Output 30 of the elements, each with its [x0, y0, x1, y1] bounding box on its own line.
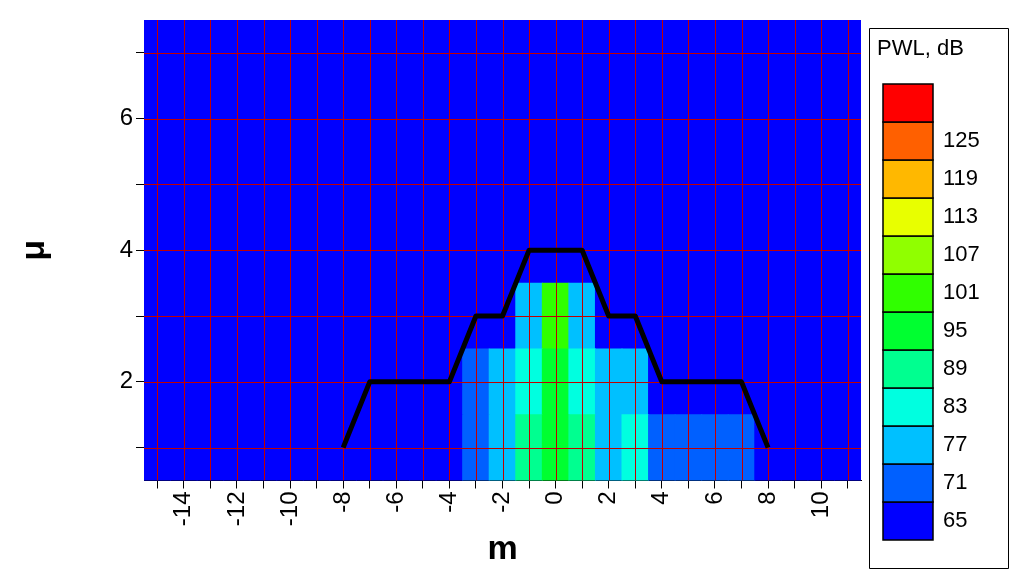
color-bar-label: 95 [943, 317, 968, 343]
x-tick-label: -4 [434, 491, 462, 513]
x-tick-label: -10 [274, 491, 302, 527]
color-bar-title: PWL, dB [877, 35, 964, 61]
color-bar-label: 125 [943, 127, 980, 153]
color-bar-label: 89 [943, 355, 968, 381]
x-tick-label: 4 [646, 491, 674, 505]
x-tick-label: 8 [752, 491, 780, 505]
color-bar-label: 107 [943, 241, 980, 267]
x-tick-label: -6 [380, 491, 408, 513]
color-bar-label: 119 [943, 165, 979, 191]
color-bar-label: 71 [943, 469, 968, 495]
x-tick-label: -14 [168, 491, 196, 527]
y-tick-label: 2 [119, 366, 133, 394]
color-bar-label: 83 [943, 393, 968, 419]
x-tick-label: -8 [327, 491, 355, 513]
color-bar-label: 77 [943, 431, 968, 457]
x-tick-label: 6 [699, 491, 727, 505]
x-axis-title: m [487, 527, 518, 566]
x-tick-label: -12 [221, 491, 249, 527]
x-tick-label: 0 [540, 491, 568, 505]
y-axis-title: μ [12, 239, 51, 261]
color-bar-label: 113 [943, 203, 979, 229]
y-tick-label: 4 [119, 234, 133, 262]
x-tick-label: 10 [805, 491, 833, 519]
y-tick-label: 6 [119, 103, 133, 131]
color-bar-label: 101 [943, 279, 980, 305]
color-bar-label: 65 [943, 507, 968, 533]
x-tick-label: -2 [487, 491, 515, 513]
x-tick-label: 2 [593, 491, 621, 505]
